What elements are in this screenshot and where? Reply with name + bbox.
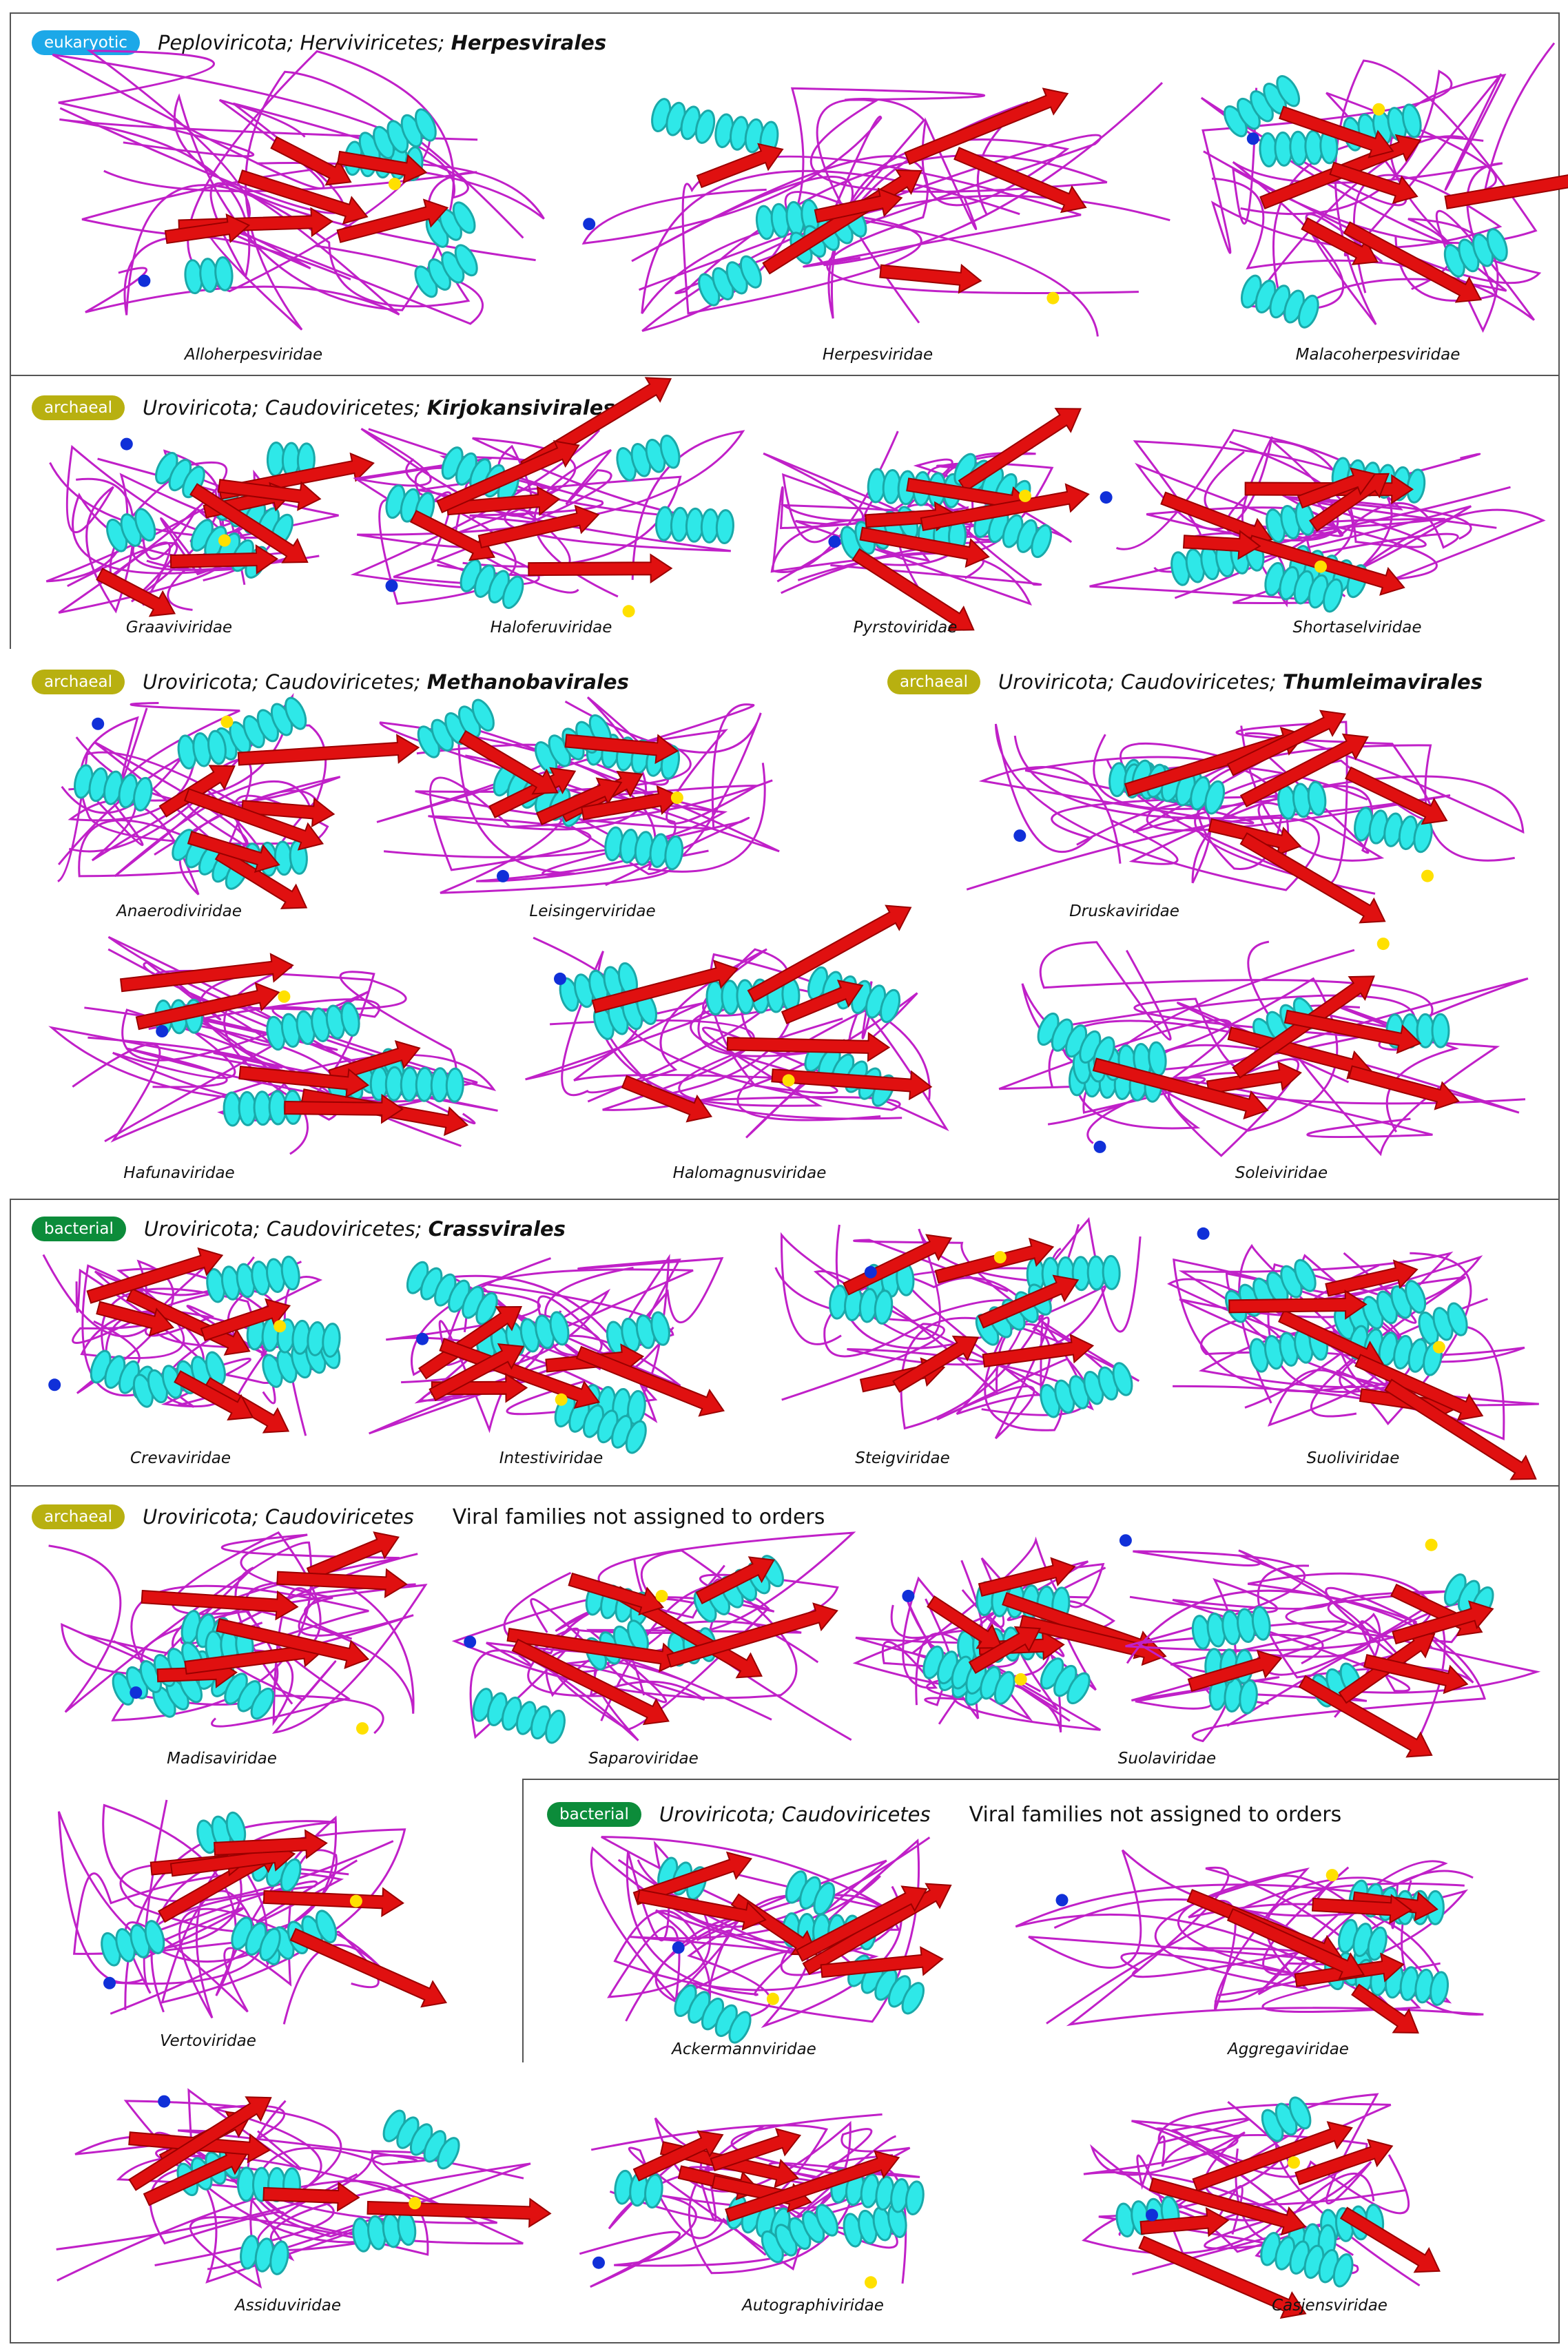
protein-structure-image	[41, 1247, 341, 1440]
family-label: Pyrstoviridae	[853, 619, 958, 637]
header-thumleimavirales: archaeal Uroviricota; Caudoviricetes; Th…	[887, 670, 1483, 694]
protein-structure-image	[579, 76, 1171, 338]
badge-bacterial: bacterial	[32, 1217, 126, 1241]
badge-bacterial: bacterial	[547, 1802, 641, 1827]
protein-structure-image	[55, 1798, 448, 2025]
unassigned-note: Viral families not assigned to orders	[452, 1504, 825, 1529]
protein-structure-image	[41, 427, 375, 617]
family-label: Crevaviridae	[130, 1449, 231, 1467]
family-label: Shortaselviridae	[1292, 619, 1422, 637]
family-label: Madisaviridae	[167, 1750, 277, 1768]
taxonomy-text: Uroviricota; Caudoviricetes; Thumleimavi…	[998, 670, 1483, 694]
protein-structure-image	[1082, 2093, 1467, 2319]
header-crassvirales: bacterial Uroviricota; Caudoviricetes; C…	[32, 1217, 566, 1241]
taxonomy-text: Peploviricota; Herviviricetes; Herpesvir…	[157, 31, 607, 54]
badge-archaeal: archaeal	[887, 670, 980, 694]
family-label: Malacoherpesviridae	[1295, 346, 1461, 364]
family-label: Saparoviridae	[588, 1750, 699, 1768]
taxonomy-text: Uroviricota; Caudoviricetes	[143, 1505, 414, 1529]
family-label: Ackermannviridae	[672, 2040, 816, 2058]
protein-structure-image	[944, 710, 1536, 924]
protein-structure-image	[758, 408, 1090, 631]
family-label: Vertoviridae	[160, 2032, 256, 2050]
protein-structure-image	[524, 904, 951, 1157]
taxonomy-text: Uroviricota; Caudoviricetes; Crassvirale…	[143, 1217, 566, 1241]
unassigned-note: Viral families not assigned to orders	[969, 1802, 1342, 1827]
badge-archaeal: archaeal	[32, 1504, 125, 1529]
taxonomy-text: Uroviricota; Caudoviricetes	[659, 1803, 931, 1826]
family-label: Anaerodiviridae	[116, 902, 242, 920]
protein-structure-image	[1199, 41, 1568, 338]
family-label: Graaviviridae	[125, 619, 233, 637]
protein-structure-image	[350, 377, 745, 618]
family-label: Haloferuviridae	[490, 619, 612, 637]
protein-structure-image	[1116, 1529, 1543, 1758]
family-label: Autographiviridae	[742, 2297, 884, 2315]
protein-structure-image	[41, 1529, 428, 1743]
family-label: Suoliviridae	[1306, 1449, 1400, 1467]
family-label: Hafunaviridae	[123, 1164, 235, 1182]
protein-structure-image	[1157, 1227, 1543, 1480]
family-label: Druskaviridae	[1069, 902, 1179, 920]
header-kirjokansivirales: archaeal Uroviricota; Caudoviricetes; Ki…	[32, 395, 615, 420]
badge-archaeal: archaeal	[32, 670, 125, 694]
badge-archaeal: archaeal	[32, 395, 125, 420]
taxonomy-text: Uroviricota; Caudoviricetes; Kirjokansiv…	[143, 396, 615, 420]
header-unassigned-archaeal: archaeal Uroviricota; Caudoviricetes Vir…	[32, 1504, 825, 1529]
family-label: Alloherpesviridae	[184, 346, 323, 364]
protein-structure-image	[852, 1536, 1167, 1743]
protein-structure-image	[41, 935, 510, 1157]
family-label: Casjensviridae	[1272, 2297, 1388, 2315]
taxonomy-text: Uroviricota; Caudoviricetes; Methanobavi…	[143, 670, 629, 694]
protein-structure-image	[48, 48, 545, 338]
header-unassigned-bacterial: bacterial Uroviricota; Caudoviricetes Vi…	[547, 1802, 1341, 1827]
family-label: Assiduviridae	[235, 2297, 341, 2315]
protein-structure-image	[579, 1832, 952, 2044]
protein-structure-image	[441, 1529, 856, 1744]
header-methanobavirales: archaeal Uroviricota; Caudoviricetes; Me…	[32, 670, 629, 694]
protein-structure-image	[41, 692, 420, 909]
protein-structure-image	[1082, 427, 1550, 613]
protein-structure-image	[985, 937, 1536, 1157]
family-label: Suolaviridae	[1117, 1750, 1217, 1768]
family-label: Soleiviridae	[1235, 1164, 1328, 1182]
family-label: Halomagnusviridae	[672, 1164, 827, 1182]
family-label: Intestiviridae	[499, 1449, 604, 1467]
family-label: Leisingerviridae	[529, 902, 656, 920]
protein-structure-image	[358, 1247, 744, 1454]
protein-structure-image	[55, 2080, 552, 2289]
family-label: Steigviridae	[855, 1449, 950, 1467]
family-label: Aggregaviridae	[1228, 2040, 1349, 2058]
protein-structure-image	[579, 2108, 925, 2289]
protein-structure-image	[1013, 1832, 1509, 2034]
protein-structure-image	[372, 696, 799, 896]
family-label: Herpesviridae	[822, 346, 933, 364]
protein-structure-image	[758, 1217, 1144, 1440]
